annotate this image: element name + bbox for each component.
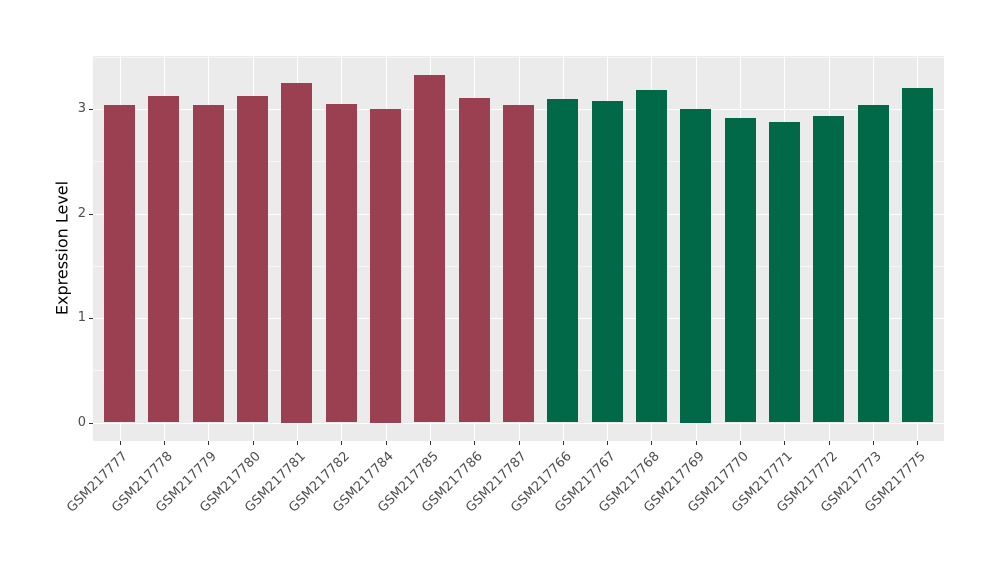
x-tick-mark	[341, 441, 342, 445]
bar-GSM217775	[902, 88, 933, 423]
y-tick-label: 0	[77, 414, 86, 430]
bar-GSM217768	[636, 90, 667, 423]
bar-GSM217780	[237, 96, 268, 423]
x-tick-mark	[784, 441, 785, 445]
x-tick-mark	[253, 441, 254, 445]
y-tick-mark	[89, 214, 93, 215]
bar-GSM217781	[281, 82, 312, 423]
bar-GSM217770	[725, 118, 756, 423]
x-tick-mark	[563, 441, 564, 445]
bar-GSM217769	[680, 109, 711, 423]
bar-GSM217786	[459, 97, 490, 423]
y-tick-mark	[89, 318, 93, 319]
x-tick-mark	[829, 441, 830, 445]
x-tick-mark	[120, 441, 121, 445]
bar-GSM217785	[414, 74, 445, 423]
x-tick-mark	[386, 441, 387, 445]
major-gridline	[93, 422, 944, 424]
bar-GSM217767	[592, 100, 623, 423]
y-tick-label: 2	[77, 205, 86, 221]
x-tick-mark	[917, 441, 918, 445]
x-tick-mark	[164, 441, 165, 445]
y-tick-label: 1	[77, 310, 86, 325]
x-tick-mark	[696, 441, 697, 445]
x-tick-mark	[208, 441, 209, 445]
x-tick-mark	[607, 441, 608, 445]
bar-GSM217777	[104, 104, 135, 423]
y-tick-label: 3	[77, 101, 86, 116]
bar-GSM217782	[326, 103, 357, 423]
x-tick-mark	[740, 441, 741, 445]
y-tick-mark	[89, 423, 93, 424]
x-tick-mark	[430, 441, 431, 445]
x-tick-mark	[297, 441, 298, 445]
bar-GSM217771	[769, 121, 800, 423]
bar-GSM217784	[370, 109, 401, 423]
y-axis-title: Expression Level	[52, 180, 72, 316]
bar-GSM217773	[858, 104, 889, 423]
x-tick-mark	[651, 441, 652, 445]
y-tick-mark	[89, 109, 93, 110]
bar-GSM217766	[547, 98, 578, 423]
x-tick-mark	[873, 441, 874, 445]
minor-gridline	[93, 56, 944, 58]
bar-GSM217779	[193, 104, 224, 423]
x-tick-mark	[474, 441, 475, 445]
bar-GSM217772	[813, 116, 844, 423]
bar-GSM217778	[148, 96, 179, 423]
bar-GSM217787	[503, 104, 534, 423]
x-tick-mark	[519, 441, 520, 445]
